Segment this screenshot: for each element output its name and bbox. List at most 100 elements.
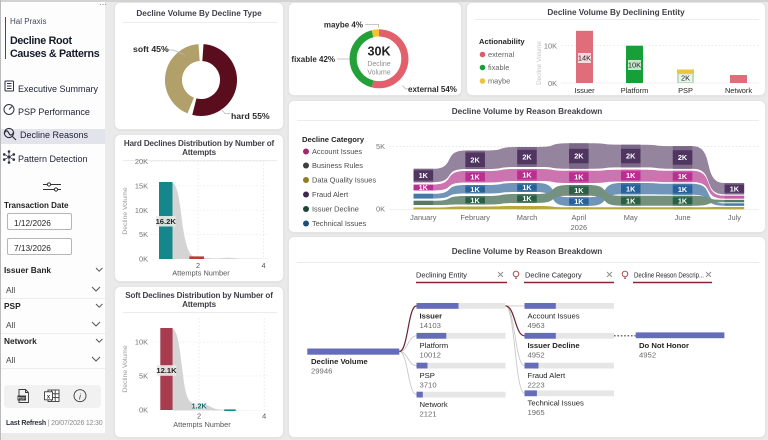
- svg-text:Do Not Honor: Do Not Honor: [639, 341, 689, 350]
- svg-text:2: 2: [196, 261, 200, 270]
- svg-text:10K: 10K: [135, 338, 148, 347]
- svg-text:Issuer: Issuer: [574, 86, 595, 95]
- svg-text:2223: 2223: [528, 380, 545, 389]
- svg-text:1K: 1K: [678, 172, 688, 181]
- svg-text:1K: 1K: [574, 186, 584, 195]
- svg-text:5K: 5K: [376, 142, 385, 151]
- svg-text:Decline Volume: Decline Volume: [122, 187, 129, 234]
- svg-text:1.2K: 1.2K: [192, 401, 208, 410]
- svg-text:February: February: [460, 213, 490, 222]
- svg-text:July: July: [728, 213, 741, 222]
- svg-text:1K: 1K: [419, 183, 429, 192]
- svg-text:15K: 15K: [135, 181, 148, 190]
- svg-text:1K: 1K: [678, 185, 688, 194]
- svg-text:1K: 1K: [626, 171, 636, 180]
- svg-text:Platform: Platform: [621, 86, 649, 95]
- svg-text:Business Rules: Business Rules: [312, 161, 363, 170]
- svg-text:1K: 1K: [522, 171, 532, 180]
- svg-text:5K: 5K: [139, 372, 148, 381]
- svg-text:June: June: [675, 213, 691, 222]
- svg-text:fixable: fixable: [488, 63, 509, 72]
- svg-text:i: i: [79, 392, 82, 402]
- svg-text:1965: 1965: [528, 408, 545, 417]
- svg-text:10K: 10K: [628, 61, 641, 70]
- svg-text:10K: 10K: [135, 206, 148, 215]
- svg-text:14103: 14103: [420, 321, 441, 330]
- svg-text:Platform: Platform: [420, 341, 449, 350]
- svg-text:3710: 3710: [420, 380, 437, 389]
- svg-text:1K: 1K: [419, 171, 429, 180]
- svg-text:Network: Network: [725, 86, 752, 95]
- svg-text:Issuer: Issuer: [420, 312, 443, 321]
- svg-text:Issuer Decline: Issuer Decline: [312, 205, 359, 214]
- svg-text:2K: 2K: [626, 152, 636, 161]
- svg-text:1K: 1K: [574, 173, 584, 182]
- svg-text:4952: 4952: [528, 351, 545, 360]
- svg-text:0K: 0K: [376, 205, 385, 214]
- svg-text:1K: 1K: [522, 183, 532, 192]
- svg-text:30K: 30K: [367, 44, 390, 58]
- svg-text:January: January: [410, 213, 437, 222]
- svg-text:1K: 1K: [574, 197, 584, 206]
- svg-text:2K: 2K: [574, 152, 584, 161]
- svg-text:16.2K: 16.2K: [156, 217, 177, 226]
- svg-text:Volume: Volume: [367, 70, 390, 77]
- svg-text:2121: 2121: [420, 409, 437, 418]
- svg-text:external 54%: external 54%: [408, 85, 457, 94]
- svg-text:Decline Reason Descrip...: Decline Reason Descrip...: [634, 271, 704, 280]
- svg-text:2026: 2026: [571, 223, 587, 232]
- svg-text:fixable 42%: fixable 42%: [291, 55, 335, 64]
- svg-text:Fraud Alert: Fraud Alert: [312, 190, 348, 199]
- svg-text:2K: 2K: [470, 155, 480, 164]
- svg-text:2K: 2K: [522, 153, 532, 162]
- svg-text:Decline Volume: Decline Volume: [536, 41, 543, 85]
- svg-text:12.1K: 12.1K: [156, 366, 177, 375]
- svg-text:Decline Category: Decline Category: [302, 135, 365, 144]
- svg-text:Decline Volume: Decline Volume: [311, 357, 368, 366]
- svg-text:10K: 10K: [544, 42, 557, 51]
- svg-text:1K: 1K: [626, 196, 636, 205]
- svg-text:0K: 0K: [139, 255, 148, 264]
- svg-text:May: May: [624, 213, 638, 222]
- svg-text:5K: 5K: [139, 230, 148, 239]
- svg-text:Network: Network: [420, 400, 448, 409]
- svg-text:PSP: PSP: [420, 371, 435, 380]
- svg-text:Attempts Number: Attempts Number: [172, 269, 230, 278]
- svg-text:March: March: [517, 213, 538, 222]
- svg-text:2: 2: [197, 412, 201, 421]
- svg-text:1K: 1K: [522, 194, 532, 203]
- svg-text:14K: 14K: [578, 54, 591, 63]
- svg-text:29946: 29946: [311, 367, 332, 376]
- svg-text:Technical Issues: Technical Issues: [528, 399, 585, 408]
- svg-text:1K: 1K: [470, 185, 480, 194]
- svg-text:Account Issues: Account Issues: [312, 147, 362, 156]
- svg-text:1K: 1K: [470, 172, 480, 181]
- svg-text:1K: 1K: [626, 184, 636, 193]
- svg-text:April: April: [572, 213, 587, 222]
- svg-text:Decline Category: Decline Category: [525, 271, 582, 280]
- svg-text:maybe 4%: maybe 4%: [324, 21, 363, 30]
- svg-text:4: 4: [262, 412, 266, 421]
- svg-text:PDF: PDF: [18, 396, 27, 401]
- svg-text:PSP: PSP: [678, 86, 693, 95]
- svg-text:Attempts Number: Attempts Number: [173, 420, 231, 429]
- svg-text:1K: 1K: [730, 184, 740, 193]
- svg-text:4: 4: [262, 261, 266, 270]
- svg-text:Declining Entity: Declining Entity: [416, 271, 467, 280]
- svg-text:x: x: [47, 394, 51, 401]
- svg-text:10012: 10012: [420, 351, 441, 360]
- svg-text:4963: 4963: [528, 321, 545, 330]
- svg-text:Account Issues: Account Issues: [528, 312, 580, 321]
- svg-text:Fraud Alert: Fraud Alert: [528, 371, 566, 380]
- svg-text:external: external: [488, 50, 515, 59]
- svg-text:2K: 2K: [681, 74, 690, 83]
- svg-text:0K: 0K: [139, 406, 148, 415]
- svg-text:0K: 0K: [548, 79, 557, 88]
- svg-text:1K: 1K: [678, 196, 688, 205]
- svg-text:2K: 2K: [678, 153, 688, 162]
- svg-text:Actionability: Actionability: [479, 37, 525, 46]
- svg-text:Data Quality Issues: Data Quality Issues: [312, 176, 376, 185]
- svg-text:Decline Volume: Decline Volume: [122, 345, 129, 392]
- svg-text:1K: 1K: [470, 196, 480, 205]
- svg-text:maybe: maybe: [488, 77, 510, 86]
